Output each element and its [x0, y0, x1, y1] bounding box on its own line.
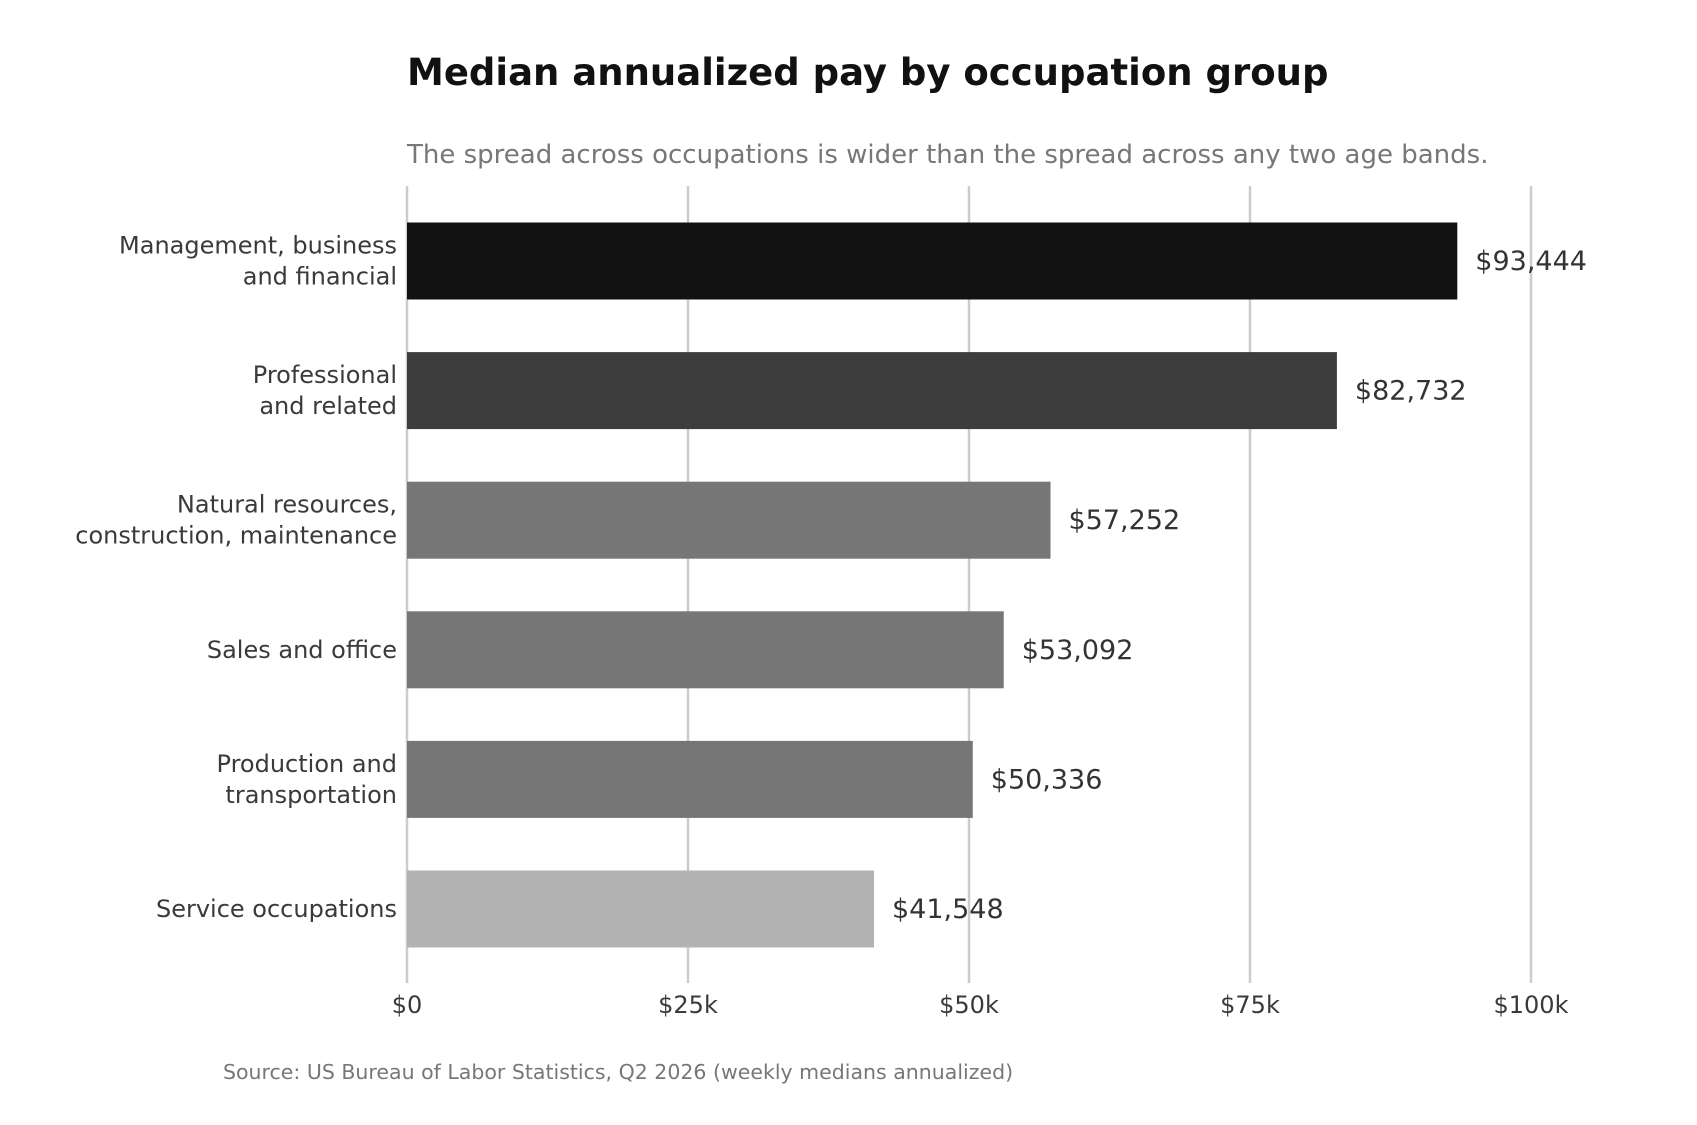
- bar: [407, 222, 1458, 300]
- bar: [407, 870, 874, 948]
- x-tick-label: $50k: [939, 991, 999, 1019]
- x-tick-label: $0: [392, 991, 423, 1019]
- chart-title: Median annualized pay by occupation grou…: [407, 51, 1328, 94]
- category-label-line: Professional: [253, 361, 397, 389]
- bar: [407, 611, 1004, 689]
- category-label-line: and related: [259, 392, 397, 420]
- category-label: Service occupations: [156, 895, 397, 923]
- value-label: $50,336: [991, 764, 1103, 795]
- gridlines: [405, 186, 1533, 983]
- bar: [407, 352, 1337, 430]
- x-tick-label: $100k: [1494, 991, 1569, 1019]
- category-label: Management, business and financial: [119, 232, 397, 291]
- category-label: Sales and office: [207, 636, 397, 664]
- x-tick-label: $75k: [1220, 991, 1280, 1019]
- value-label: $57,252: [1069, 505, 1181, 536]
- value-label: $53,092: [1022, 635, 1134, 666]
- chart-subtitle: The spread across occupations is wider t…: [406, 140, 1488, 170]
- x-axis-ticks: $0 $25k $50k $75k $100k: [392, 991, 1569, 1019]
- value-label: $41,548: [892, 894, 1004, 925]
- value-labels: $93,444 $82,732 $57,252 $53,092 $50,336 $41,5…: [892, 246, 1587, 925]
- category-labels: Management, business and financial Profess…: [75, 232, 397, 924]
- bar: [407, 740, 973, 818]
- category-label-line: Management, business: [119, 232, 397, 260]
- value-label: $93,444: [1475, 246, 1587, 277]
- bar: [407, 481, 1051, 559]
- category-label-line: Natural resources,: [177, 491, 397, 519]
- category-label-line: Production and: [217, 750, 397, 778]
- category-label-line: Sales and office: [207, 636, 397, 664]
- x-tick-label: $25k: [658, 991, 718, 1019]
- category-label: Natural resources, construction, maintena…: [75, 491, 397, 550]
- bars: [407, 222, 1458, 948]
- category-label-line: construction, maintenance: [75, 522, 397, 550]
- chart-source: Source: US Bureau of Labor Statistics, Q…: [223, 1060, 1013, 1084]
- category-label: Professional and related: [253, 361, 397, 420]
- value-label: $82,732: [1355, 376, 1467, 407]
- category-label: Production and transportation: [217, 750, 397, 809]
- category-label-line: transportation: [225, 781, 397, 809]
- category-label-line: Service occupations: [156, 895, 397, 923]
- category-label-line: and financial: [243, 263, 397, 291]
